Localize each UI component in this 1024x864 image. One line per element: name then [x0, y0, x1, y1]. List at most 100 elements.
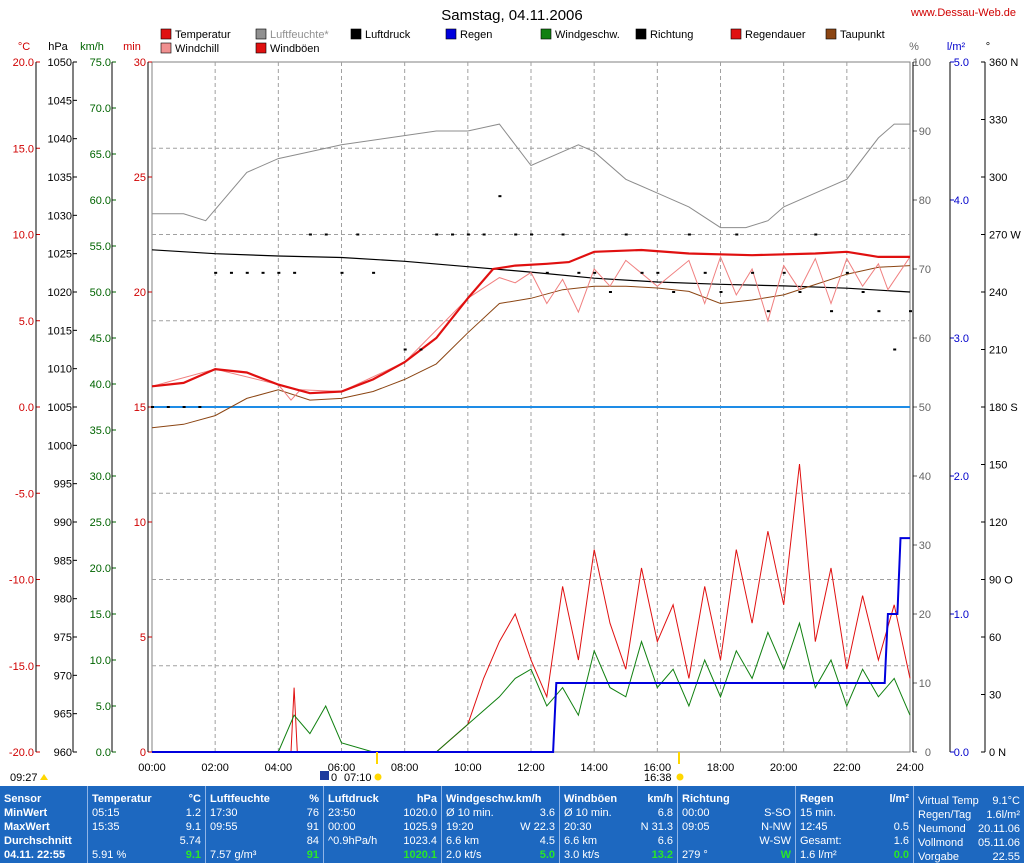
- legend-label-1: Windchill: [175, 43, 219, 55]
- deg-tick-1: 330: [989, 115, 1007, 127]
- deg-tick-5: 210: [989, 345, 1007, 357]
- lm-tick-1: 4.0: [954, 195, 969, 207]
- temp-avg: 5.74: [179, 835, 201, 847]
- legend-label-0: Temperatur: [175, 29, 231, 41]
- direction-point-16: [419, 348, 423, 351]
- stats-extra: Virtual Temp 9.1°C Regen/Tag 1.6l/m² Neumo…: [914, 786, 1024, 863]
- kmh-tick-3: 60.0: [90, 195, 111, 207]
- axis-title-percent: %: [909, 41, 919, 53]
- direction-point-4: [214, 271, 218, 274]
- legend-label-7: Richtung: [650, 29, 693, 41]
- deg-tick-2: 300: [989, 172, 1007, 184]
- stats-durchschnitt: Durchschnitt: [4, 835, 72, 847]
- direction-point-10: [308, 233, 312, 236]
- kmh-tick-6: 45.0: [90, 333, 111, 345]
- direction-point-28: [608, 291, 612, 293]
- press-max-time: 00:00: [328, 821, 356, 833]
- stats-maxwert: MaxWert: [4, 821, 50, 833]
- axis-title-lm: l/m²: [947, 41, 966, 53]
- dir-avg: W-SW: [759, 835, 791, 847]
- gust-max-time: 20:30: [564, 821, 592, 833]
- deg-tick-0: 360 N: [989, 57, 1018, 69]
- gust-title: Windböen: [564, 793, 618, 805]
- deg-tick-6: 180 S: [989, 402, 1018, 414]
- direction-point-13: [356, 233, 360, 236]
- stats-luftdruck: Luftdruck hPa 23:50 1020.0 00:00 1025.9 ^0.…: [324, 786, 442, 863]
- legend-swatch-9: [825, 28, 837, 40]
- direction-point-22: [514, 233, 518, 236]
- press-unit: hPa: [416, 793, 437, 805]
- kmh-tick-1: 70.0: [90, 103, 111, 115]
- direction-point-9: [293, 271, 297, 274]
- direction-point-12: [340, 271, 344, 274]
- legend-swatch-0: [160, 28, 172, 40]
- direction-point-27: [593, 271, 597, 274]
- min-tick-1: 25: [134, 172, 146, 184]
- site-link[interactable]: www.Dessau-Web.de: [910, 7, 1016, 19]
- hpa-tick-7: 1015: [48, 325, 72, 337]
- direction-point-39: [782, 271, 786, 274]
- stats-richtung: Richtung 00:00 S-SO 09:05 N-NW W-SW 279 ° W: [678, 786, 796, 863]
- hpa-tick-6: 1020: [48, 287, 72, 299]
- wind-cur-extra: 2.0 kt/s: [446, 849, 482, 861]
- kmh-tick-12: 15.0: [90, 609, 111, 621]
- kmh-tick-10: 25.0: [90, 517, 111, 529]
- min-tick-3: 15: [134, 402, 146, 414]
- dir-current: W: [780, 849, 791, 861]
- hpa-tick-18: 960: [54, 747, 72, 759]
- stats-minwert: MinWert: [4, 807, 48, 819]
- hum-max-time: 09:55: [210, 821, 238, 833]
- celsius-tick-5: -5.0: [15, 488, 34, 500]
- direction-point-8: [277, 271, 281, 274]
- hpa-tick-17: 965: [54, 709, 72, 721]
- gust-cur-extra: 3.0 kt/s: [564, 849, 600, 861]
- extra-value-0: 9.1°C: [992, 795, 1020, 807]
- hpa-tick-10: 1000: [48, 440, 72, 452]
- celsius-tick-8: -20.0: [9, 747, 34, 759]
- x-tick-2: 04:00: [265, 762, 293, 774]
- x-tick-4: 08:00: [391, 762, 419, 774]
- legend-swatch-6: [540, 28, 552, 40]
- legend: Temperatur Windchill Luftfeuchte* Windböen L…: [160, 28, 885, 55]
- pct-tick-1: 90: [919, 126, 931, 138]
- direction-point-14: [372, 271, 376, 274]
- direction-point-40: [798, 291, 802, 293]
- moon-icon: [320, 771, 329, 780]
- temp-current: 9.1: [185, 849, 201, 861]
- direction-point-1: [166, 406, 170, 408]
- direction-point-18: [451, 233, 455, 236]
- gust-max: N 31.3: [640, 821, 673, 833]
- x-tick-11: 22:00: [833, 762, 861, 774]
- axis-labels: 20.015.010.05.00.0-5.0-10.0-15.0-20.0105…: [9, 57, 1021, 774]
- kmh-tick-9: 30.0: [90, 471, 111, 483]
- direction-point-15: [403, 348, 407, 351]
- hpa-tick-15: 975: [54, 632, 72, 644]
- pct-tick-10: 0: [925, 747, 931, 759]
- min-tick-0: 30: [134, 57, 146, 69]
- rain-max-time: 12:45: [800, 821, 828, 833]
- hum-title: Luftfeuchte: [210, 793, 270, 805]
- rain-current: 0.0: [893, 849, 909, 861]
- kmh-tick-8: 35.0: [90, 425, 111, 437]
- direction-point-17: [435, 233, 439, 236]
- gust-avg: 6.8: [657, 807, 673, 819]
- deg-tick-10: 60: [989, 632, 1001, 644]
- dir-title: Richtung: [682, 793, 730, 805]
- rain-max: 0.5: [893, 821, 909, 833]
- deg-tick-9: 90 O: [989, 575, 1013, 587]
- hpa-tick-8: 1010: [48, 364, 72, 376]
- celsius-tick-1: 15.0: [13, 143, 34, 155]
- axis-title-min: min: [123, 41, 141, 53]
- temp-min: 1.2: [185, 807, 201, 819]
- direction-point-25: [561, 233, 565, 236]
- direction-point-0: [151, 406, 154, 408]
- kmh-tick-0: 75.0: [90, 57, 111, 69]
- hum-cur-extra: 7.57 g/m³: [210, 849, 257, 861]
- stats-windboeen: Windböen km/h Ø 10 min. 6.8 20:30 N 31.3 6.…: [560, 786, 678, 863]
- direction-point-38: [766, 310, 770, 313]
- hpa-tick-13: 985: [54, 555, 72, 567]
- x-tick-7: 14:00: [580, 762, 608, 774]
- direction-point-19: [466, 233, 470, 236]
- dir-min: S-SO: [764, 807, 791, 819]
- wind-max-time: 19:20: [446, 821, 474, 833]
